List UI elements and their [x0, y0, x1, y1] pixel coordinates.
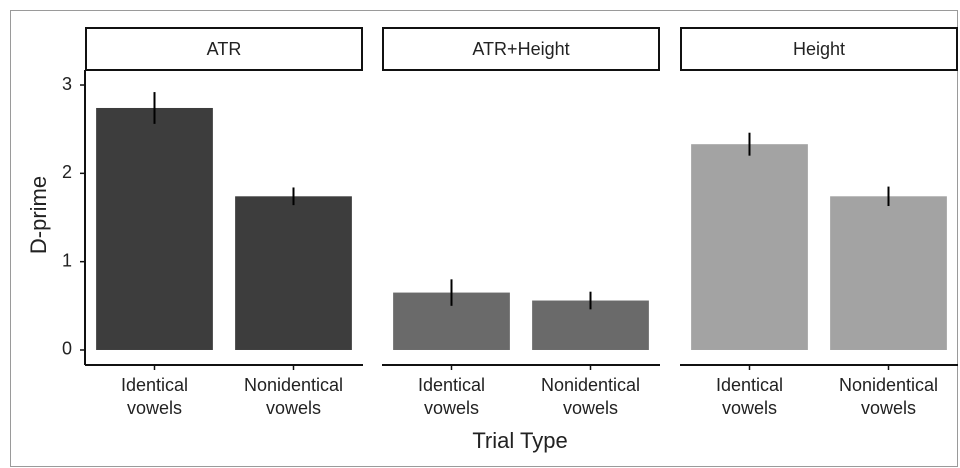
x-tick-label-line: Identical: [716, 375, 783, 395]
bar: [691, 144, 808, 350]
x-tick-label-line: vowels: [127, 398, 182, 418]
x-tick-label-line: vowels: [563, 398, 618, 418]
x-tick-label: Nonidentical vowels: [541, 375, 640, 418]
x-tick-label: Nonidentical vowels: [839, 375, 938, 418]
bar: [830, 196, 947, 350]
x-tick-label-line: vowels: [861, 398, 916, 418]
x-tick-label-line: vowels: [424, 398, 479, 418]
y-axis-title: D-prime: [26, 176, 51, 254]
facet-title: ATR+Height: [472, 39, 569, 59]
x-tick-label-line: vowels: [722, 398, 777, 418]
x-tick-label: Identical vowels: [121, 375, 188, 418]
frame: [10, 10, 958, 467]
x-tick-label-line: Identical: [418, 375, 485, 395]
y-tick-label: 3: [62, 74, 72, 94]
facet-strip: [382, 27, 660, 71]
x-tick-label: Nonidentical vowels: [244, 375, 343, 418]
bar: [235, 196, 352, 350]
facet-title: Height: [793, 39, 845, 59]
x-tick-label-line: Nonidentical: [839, 375, 938, 395]
x-tick-label: Identical vowels: [716, 375, 783, 418]
facet-strip: [680, 27, 958, 71]
x-tick-label-line: Identical: [121, 375, 188, 395]
x-tick-label-line: Nonidentical: [541, 375, 640, 395]
facet-strip: [85, 27, 363, 71]
bar: [96, 107, 213, 350]
x-tick-label-line: vowels: [266, 398, 321, 418]
y-tick-label: 2: [62, 162, 72, 182]
x-tick-label: Identical vowels: [418, 375, 485, 418]
y-tick-label: 1: [62, 250, 72, 270]
facet-title: ATR: [207, 39, 242, 59]
x-axis-title: Trial Type: [472, 428, 567, 453]
x-tick-label-line: Nonidentical: [244, 375, 343, 395]
y-tick-label: 0: [62, 339, 72, 359]
